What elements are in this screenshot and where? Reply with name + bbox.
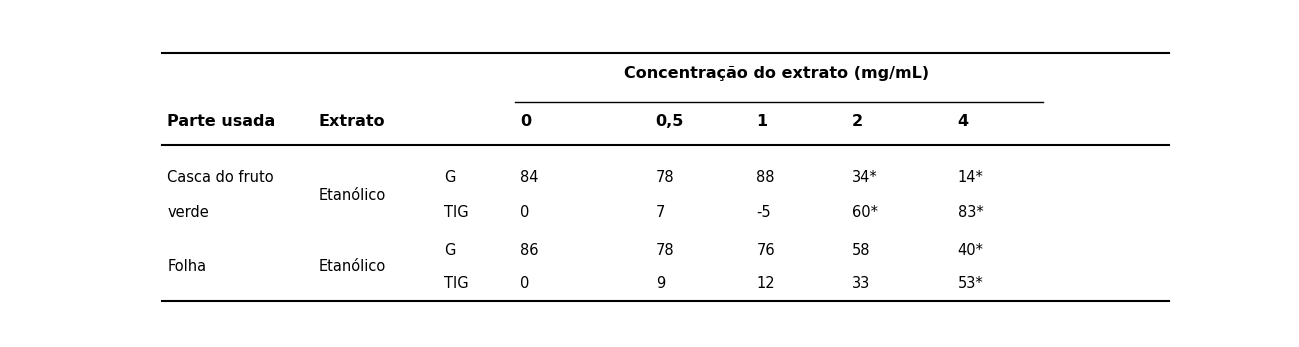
Text: Extrato: Extrato [318, 114, 385, 129]
Text: TIG: TIG [444, 205, 469, 220]
Text: 2: 2 [852, 114, 863, 129]
Text: 86: 86 [520, 243, 538, 257]
Text: 0: 0 [520, 276, 529, 291]
Text: 76: 76 [756, 243, 776, 257]
Text: 34*: 34* [852, 170, 878, 185]
Text: 7: 7 [656, 205, 665, 220]
Text: 53*: 53* [957, 276, 983, 291]
Text: Concentração do extrato (mg/mL): Concentração do extrato (mg/mL) [624, 66, 929, 81]
Text: 1: 1 [756, 114, 768, 129]
Text: 83*: 83* [957, 205, 983, 220]
Text: 33: 33 [852, 276, 870, 291]
Text: -5: -5 [756, 205, 772, 220]
Text: 78: 78 [656, 170, 674, 185]
Text: 0: 0 [520, 205, 529, 220]
Text: 40*: 40* [957, 243, 983, 257]
Text: TIG: TIG [444, 276, 469, 291]
Text: Parte usada: Parte usada [168, 114, 275, 129]
Text: 9: 9 [656, 276, 665, 291]
Text: 12: 12 [756, 276, 776, 291]
Text: 4: 4 [957, 114, 969, 129]
Text: Casca do fruto: Casca do fruto [168, 170, 274, 185]
Text: G: G [444, 170, 456, 185]
Text: Etanólico: Etanólico [318, 259, 386, 274]
Text: 60*: 60* [852, 205, 878, 220]
Text: 84: 84 [520, 170, 538, 185]
Text: G: G [444, 243, 456, 257]
Text: 0: 0 [520, 114, 531, 129]
Text: 78: 78 [656, 243, 674, 257]
Text: 14*: 14* [957, 170, 983, 185]
Text: verde: verde [168, 205, 209, 220]
Text: Etanólico: Etanólico [318, 188, 386, 203]
Text: 88: 88 [756, 170, 774, 185]
Text: 58: 58 [852, 243, 870, 257]
Text: Folha: Folha [168, 259, 207, 274]
Text: 0,5: 0,5 [656, 114, 685, 129]
